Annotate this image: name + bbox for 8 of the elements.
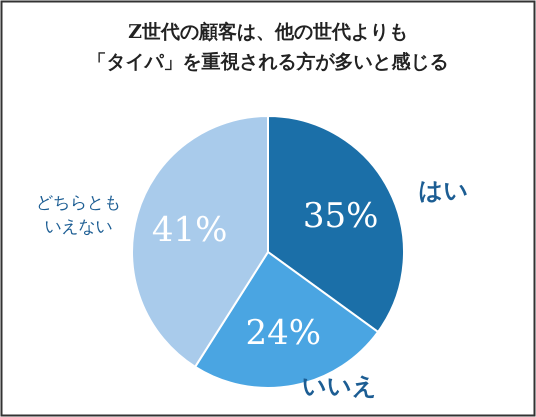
slice-label: どちらともいえない [36,193,122,238]
chart-title: Z世代の顧客は、他の世代よりも [128,21,408,43]
slice-label: はい [418,176,469,205]
data-label: 35% [302,196,378,236]
chart-subtitle: 「タイパ」を重視される方が多いと感じる [88,51,448,73]
data-label: 24% [246,313,322,354]
data-label: 41% [152,210,228,250]
slice-label: いいえ [302,370,377,400]
